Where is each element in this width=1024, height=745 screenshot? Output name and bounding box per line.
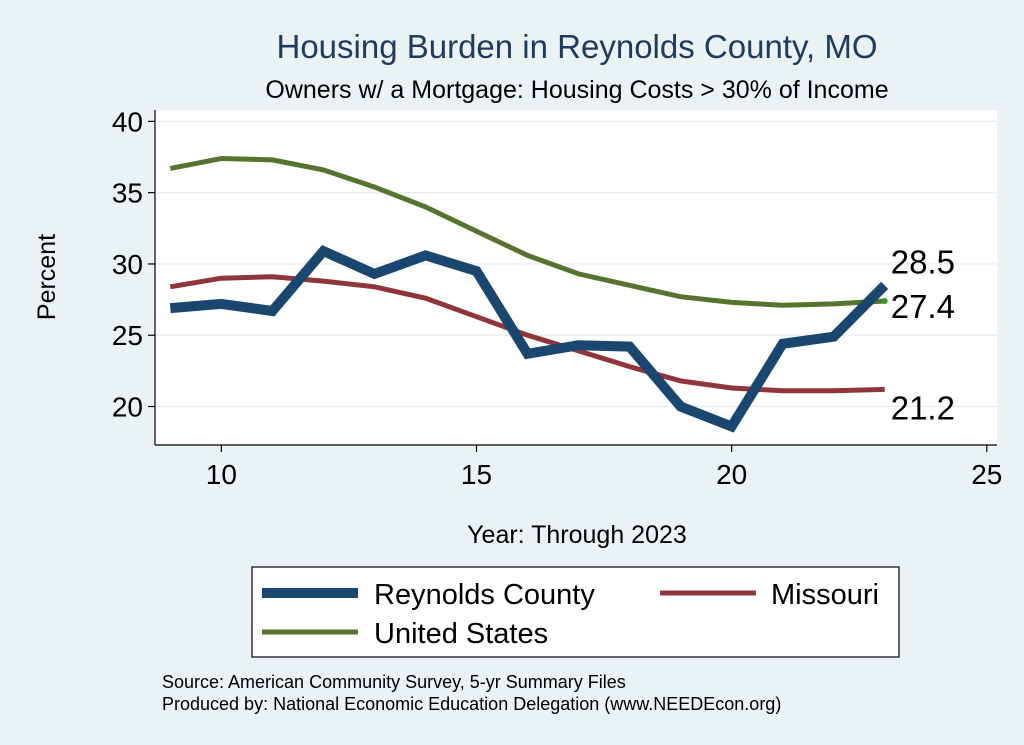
legend-label-united-states: United States — [374, 618, 548, 650]
end-label-united-states: 27.4 — [891, 288, 955, 325]
x-tick-label-10: 10 — [206, 459, 237, 490]
axes — [154, 110, 997, 446]
x-tick-label-15: 15 — [461, 459, 492, 490]
chart-subtitle: Owners w/ a Mortgage: Housing Costs > 30… — [265, 76, 888, 104]
legend-label-reynolds-county: Reynolds County — [374, 579, 595, 611]
y-axis-ticks: 20 25 30 35 40 — [112, 106, 155, 423]
end-label-reynolds-county: 28.5 — [891, 243, 955, 280]
gridlines — [155, 120, 997, 408]
legend-label-missouri: Missouri — [771, 579, 879, 611]
legend-box — [251, 566, 900, 658]
y-tick-label-30: 30 — [112, 249, 143, 280]
x-tick-label-25: 25 — [971, 459, 1002, 490]
series-line-missouri — [169, 274, 885, 394]
legend: Reynolds County Missouri United States — [251, 566, 900, 658]
producer-note: Produced by: National Economic Education… — [162, 694, 781, 714]
y-tick-label-25: 25 — [112, 320, 143, 351]
x-axis-ticks: 10 15 20 25 — [206, 445, 1002, 490]
series-lines — [169, 155, 889, 433]
series-line-reynolds-county — [169, 245, 889, 433]
chart-title: Housing Burden in Reynolds County, MO — [276, 28, 877, 65]
y-tick-label-35: 35 — [112, 178, 143, 209]
end-label-missouri: 21.2 — [891, 389, 955, 426]
y-tick-label-20: 20 — [112, 392, 143, 423]
us-endpoint-marker — [881, 298, 888, 305]
x-axis-title: Year: Through 2023 — [467, 521, 687, 549]
y-tick-label-40: 40 — [112, 106, 143, 137]
end-labels: 28.5 21.2 27.4 — [891, 243, 955, 426]
series-line-united-states — [169, 155, 885, 308]
x-tick-label-20: 20 — [716, 459, 747, 490]
source-note: Source: American Community Survey, 5-yr … — [162, 672, 626, 692]
y-axis-title: Percent — [33, 234, 61, 320]
